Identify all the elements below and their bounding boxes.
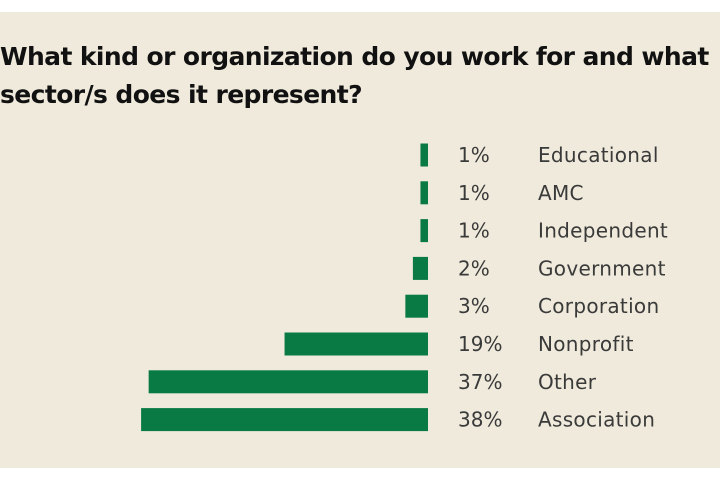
- value-label-government: 2%: [458, 256, 490, 280]
- bar-educational: [420, 143, 428, 167]
- category-label-educational: Educational: [538, 143, 659, 167]
- category-label-independent: Independent: [538, 219, 668, 243]
- bar-amc: [420, 181, 428, 205]
- chart-title: What kind or organization do you work fo…: [0, 42, 709, 109]
- value-label-educational: 1%: [458, 143, 490, 167]
- value-label-corporation: 3%: [458, 294, 490, 318]
- category-label-association: Association: [538, 408, 655, 432]
- value-label-independent: 1%: [458, 219, 490, 243]
- value-label-association: 38%: [458, 408, 502, 432]
- value-label-other: 37%: [458, 370, 502, 394]
- bar-government: [412, 256, 428, 280]
- category-label-corporation: Corporation: [538, 294, 659, 318]
- bar-other: [148, 370, 428, 394]
- bar-association: [141, 408, 428, 432]
- bar-corporation: [405, 294, 428, 318]
- category-label-government: Government: [538, 256, 666, 280]
- value-label-amc: 1%: [458, 181, 490, 205]
- category-label-amc: AMC: [538, 181, 584, 205]
- bar-independent: [420, 219, 428, 243]
- value-label-nonprofit: 19%: [458, 332, 502, 356]
- category-label-nonprofit: Nonprofit: [538, 332, 634, 356]
- bar-nonprofit: [284, 332, 428, 356]
- category-label-other: Other: [538, 370, 597, 394]
